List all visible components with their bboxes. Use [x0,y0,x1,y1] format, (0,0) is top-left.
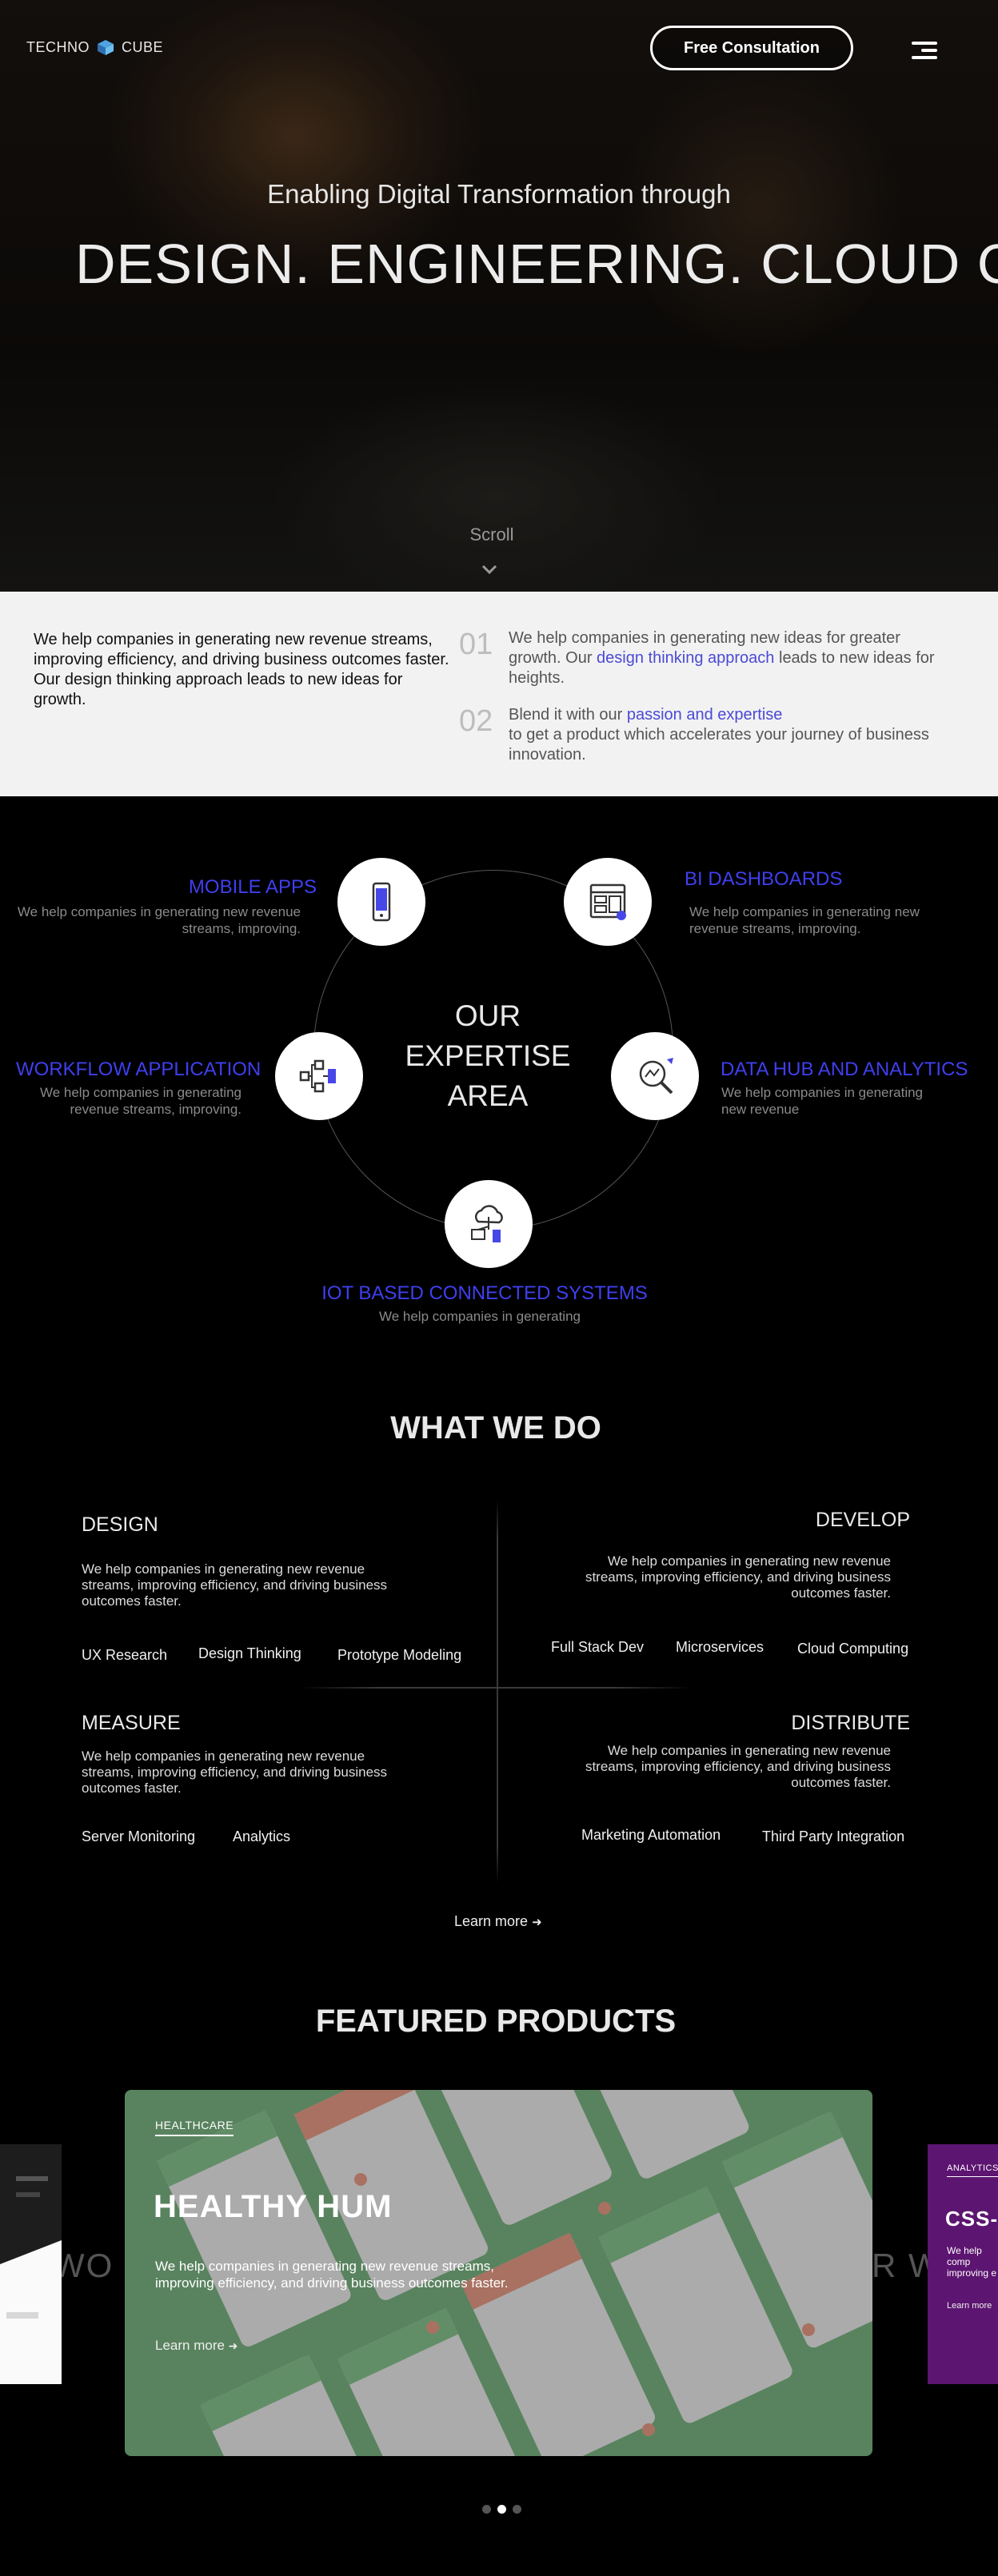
product-title: CSS-E [945,2207,998,2231]
intro-left-text: We help companies in generating new reve… [34,631,449,708]
product-card-next[interactable]: ANALYTICS CSS-E We help comp improving e… [928,2144,998,2384]
hero-subtitle: Enabling Digital Transformation through [267,179,731,209]
brand-text-right: CUBE [122,38,164,55]
analytics-search-icon[interactable] [611,1032,699,1120]
point-text: Blend it with our passion and expertise … [509,705,940,765]
learn-more-label: Learn more [155,2338,225,2353]
brand-logo[interactable]: TECHNO CUBE [26,38,163,56]
carousel-dot-active[interactable] [497,2505,506,2514]
tag-cloud-computing[interactable]: Cloud Computing [797,1641,909,1657]
expertise-title-iot[interactable]: IOT BASED CONNECTED SYSTEMS [321,1282,648,1304]
develop-title: DEVELOP [815,1509,910,1531]
center-line: OUR [454,999,521,1032]
smartphone-icon[interactable] [337,858,425,946]
distribute-title: DISTRIBUTE [791,1712,910,1734]
measure-desc: We help companies in generating new reve… [82,1749,388,1796]
expertise-center-title: OUR EXPERTISE AREA [376,996,600,1116]
distribute-desc: We help companies in generating new reve… [585,1743,891,1790]
center-line: AREA [447,1079,529,1112]
tag-microservices[interactable]: Microservices [676,1639,764,1655]
tag-design-thinking[interactable]: Design Thinking [198,1645,301,1661]
design-title: DESIGN [82,1513,158,1536]
expertise-desc: We help companies in generating [378,1309,581,1324]
workflow-icon[interactable] [275,1032,363,1120]
expertise-desc: We help companies in generating revenue … [39,1085,242,1117]
center-line: EXPERTISE [405,1039,571,1072]
tag-marketing-automation[interactable]: Marketing Automation [581,1827,721,1843]
point-text: We help companies in generating new idea… [509,628,940,688]
divider-vertical [497,1500,498,1884]
expertise-title-mobile-apps[interactable]: MOBILE APPS [188,876,317,898]
prev-card-screenshot [0,2144,62,2384]
carousel-dot[interactable] [482,2505,491,2514]
tag-server-monitoring[interactable]: Server Monitoring [82,1828,196,1844]
intro-section: We help companies in generating new reve… [0,592,998,796]
free-consultation-button[interactable]: Free Consultation [650,26,853,70]
product-category-badge: HEALTHCARE [155,2119,234,2136]
point-number: 01 [459,628,493,661]
expertise-title-bi-dashboards[interactable]: BI DASHBOARDS [685,868,843,890]
point-text-post: leads to new ideas for heights. [509,649,935,687]
expertise-title-data-hub[interactable]: DATA HUB AND ANALYTICS [721,1059,968,1080]
design-thinking-link[interactable]: design thinking approach [597,649,775,667]
product-card-healthy-hum[interactable]: HEALTHCARE HEALTHY HUM We help companies… [125,2090,872,2456]
expertise-desc: We help companies in generating new reve… [721,1085,924,1117]
carousel-dot[interactable] [513,2505,521,2514]
brand-text-left: TECHNO [26,38,90,55]
cloud-devices-icon[interactable] [445,1180,533,1268]
product-category-badge: ANALYTICS [947,2163,998,2177]
tag-ux-research[interactable]: UX Research [82,1647,168,1663]
scroll-label[interactable]: Scroll [469,524,514,544]
point-text-pre: Blend it with our [509,706,627,724]
hero-section: TECHNO CUBE Free Consultation Enabling D… [0,0,998,592]
passion-expertise-link[interactable]: passion and expertise [626,706,783,724]
product-card-prev[interactable] [0,2144,62,2384]
divider-horizontal [301,1687,693,1689]
dashboard-icon[interactable] [564,858,652,946]
tag-analytics[interactable]: Analytics [233,1828,291,1844]
product-desc: We help companies in generating new reve… [155,2259,509,2291]
design-desc: We help companies in generating new reve… [82,1561,388,1609]
intro-point: 02 Blend it with our passion and experti… [459,705,947,765]
point-text-pre: We help companies in generating new idea… [509,629,900,667]
arrow-right-icon: ➜ [228,2339,238,2352]
product-title: HEALTHY HUM [154,2189,393,2224]
intro-point: 01 We help companies in generating new i… [459,628,947,688]
featured-products-heading: FEATURED PRODUCTS [315,2004,677,2039]
point-text-post: to get a product which accelerates your … [509,726,929,764]
point-number: 02 [459,704,493,738]
arrow-right-icon: ➜ [532,1916,542,1929]
hamburger-menu-icon[interactable] [912,42,937,59]
tag-third-party-integration[interactable]: Third Party Integration [762,1828,905,1844]
learn-more-label: Learn more [454,1913,529,1929]
product-desc: We help comp improving e faster. [947,2245,997,2280]
expertise-desc: We help companies in generating new reve… [689,904,920,936]
measure-title: MEASURE [82,1712,181,1734]
hero-title: DESIGN. ENGINEERING. CLOUD CO. [75,233,998,295]
card-overlay [125,2090,872,2456]
what-we-do-heading: WHAT WE DO [390,1410,601,1446]
expertise-desc: We help companies in generating new reve… [17,904,301,936]
expertise-title-workflow[interactable]: WORKFLOW APPLICATION [16,1059,261,1080]
carousel-dots [482,2505,521,2514]
hero-overlay [0,0,998,592]
cube-logo-icon [98,40,114,55]
tag-full-stack-dev[interactable]: Full Stack Dev [551,1639,645,1655]
product-learn-more-link[interactable]: Learn more [947,2301,992,2311]
learn-more-link[interactable]: Learn more ➜ [454,1913,542,1930]
product-learn-more-link[interactable]: Learn more ➜ [155,2338,238,2354]
chevron-down-icon[interactable] [480,563,499,576]
develop-desc: We help companies in generating new reve… [585,1553,891,1601]
tag-prototype-modeling[interactable]: Prototype Modeling [337,1647,462,1663]
